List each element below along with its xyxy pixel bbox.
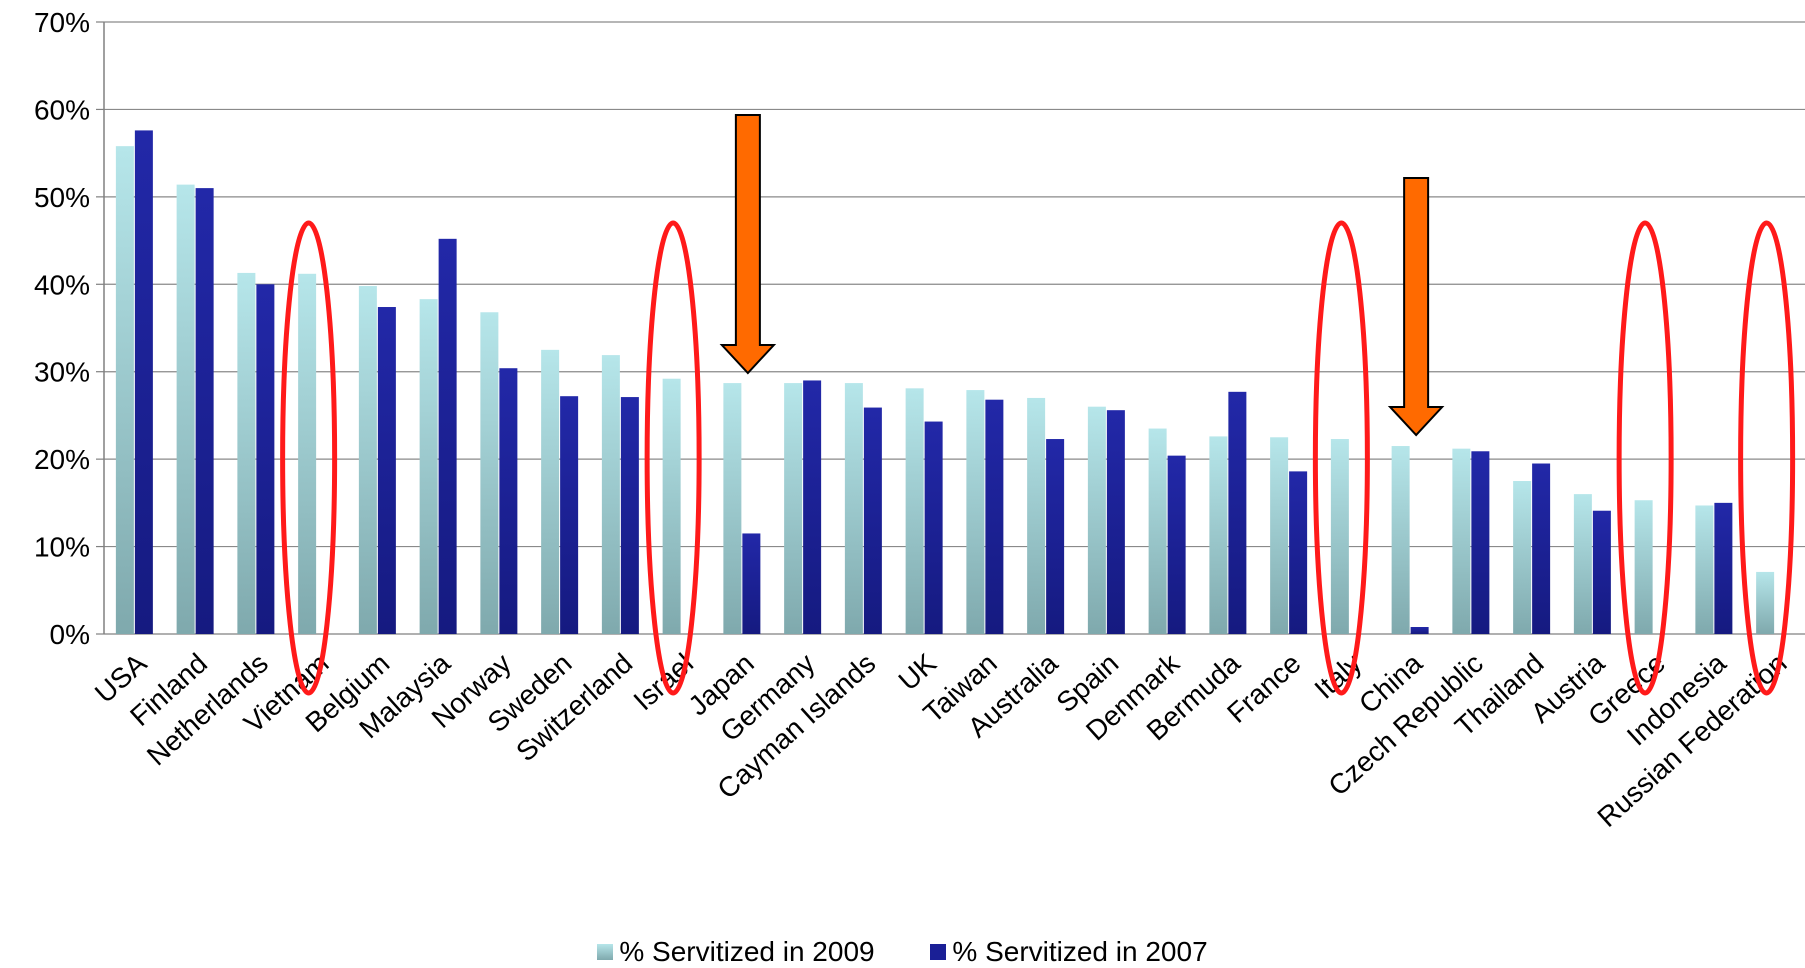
bar-2007 — [1471, 451, 1490, 634]
bar-2009 — [966, 390, 985, 634]
bar-2007 — [1106, 410, 1125, 634]
highlight-ellipse — [280, 220, 338, 696]
bar-2009 — [1027, 397, 1046, 634]
bar-2007 — [1167, 455, 1186, 634]
bar-2009 — [844, 383, 863, 634]
bar-2007 — [742, 533, 761, 634]
y-tick-label: 40% — [34, 269, 90, 300]
bar-2009 — [176, 184, 195, 635]
bar-2009 — [784, 383, 803, 634]
bar-2009 — [1330, 439, 1349, 634]
bar-2007 — [1289, 471, 1308, 634]
bar-2009 — [115, 146, 134, 635]
bar-2009 — [419, 299, 438, 634]
bar-2009 — [1756, 571, 1775, 634]
bar-2007 — [1714, 502, 1733, 634]
legend: % Servitized in 2009 % Servitized in 200… — [0, 935, 1805, 968]
highlight-ellipse — [1312, 220, 1370, 696]
bar-2007 — [803, 380, 822, 634]
bar-2009 — [1148, 428, 1167, 634]
bar-2007 — [1046, 439, 1065, 634]
y-tick-label: 0% — [50, 619, 90, 650]
y-axis-tick-labels: 0% 10% 20% 30% 40% 50% 60% 70% — [34, 7, 90, 650]
bar-2007 — [620, 397, 639, 634]
y-tick-label: 70% — [34, 7, 90, 38]
bar-2009 — [480, 312, 499, 634]
bar-2007 — [1592, 510, 1611, 634]
bar-2007 — [256, 284, 275, 634]
bar-2007 — [499, 368, 518, 634]
bar-2009 — [237, 272, 256, 634]
bar-2009 — [1391, 446, 1410, 634]
bar-2007 — [377, 307, 396, 634]
highlight-ellipse — [1738, 220, 1796, 696]
legend-swatch-2007 — [930, 944, 947, 960]
y-tick-label: 60% — [34, 94, 90, 125]
bar-2009 — [298, 273, 317, 634]
x-axis-category-labels: USAFinlandNetherlandsVietnamBelgiumMalay… — [89, 647, 1793, 833]
legend-swatch-2009 — [597, 944, 614, 960]
y-tick-label: 20% — [34, 444, 90, 475]
bar-2009 — [1573, 494, 1592, 634]
legend-label-2007: % Servitized in 2007 — [952, 936, 1208, 967]
bar-2009 — [1452, 448, 1471, 634]
bar-2009 — [662, 378, 681, 634]
down-arrow-annotation — [719, 114, 777, 375]
down-arrow-annotation — [1387, 177, 1445, 437]
bar-2009 — [1634, 500, 1653, 634]
legend-label-2009: % Servitized in 2009 — [619, 936, 875, 967]
bar-2007 — [560, 396, 579, 634]
bar-2009 — [1513, 481, 1532, 634]
bar-2007 — [195, 188, 214, 634]
legend-item-2007: % Servitized in 2007 — [930, 936, 1208, 968]
bar-2009 — [601, 355, 620, 634]
y-tick-label: 10% — [34, 532, 90, 563]
y-tick-label: 30% — [34, 357, 90, 388]
bar-2009 — [1087, 406, 1106, 634]
bar-2007 — [1532, 463, 1551, 634]
highlight-ellipse — [644, 220, 702, 696]
bar-2007 — [924, 421, 943, 634]
bars — [115, 130, 1775, 635]
legend-item-2009: % Servitized in 2009 — [597, 936, 875, 968]
annotations — [280, 114, 1796, 696]
bar-2009 — [541, 349, 560, 634]
bar-2009 — [1270, 437, 1289, 634]
bar-2007 — [438, 238, 457, 634]
bar-2009 — [1695, 505, 1714, 634]
bar-2007 — [1228, 391, 1247, 634]
bar-2009 — [905, 388, 924, 634]
bar-2007 — [985, 399, 1004, 634]
highlight-ellipse — [1616, 220, 1674, 696]
bar-2009 — [723, 383, 742, 634]
bar-2007 — [1410, 627, 1429, 634]
bar-2009 — [358, 286, 377, 634]
bar-2007 — [134, 130, 153, 634]
y-tick-label: 50% — [34, 182, 90, 213]
bar-2009 — [1209, 436, 1228, 634]
bar-2007 — [863, 407, 882, 634]
